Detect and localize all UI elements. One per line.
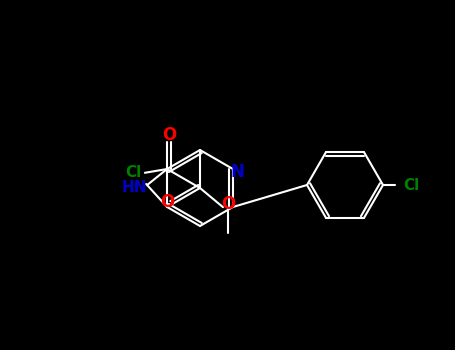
- Text: O: O: [221, 195, 235, 213]
- Text: Cl: Cl: [125, 165, 141, 180]
- Text: N: N: [231, 163, 245, 181]
- Text: Cl: Cl: [403, 177, 419, 192]
- Text: O: O: [160, 193, 174, 211]
- Text: O: O: [162, 126, 176, 145]
- Text: HN: HN: [121, 181, 147, 196]
